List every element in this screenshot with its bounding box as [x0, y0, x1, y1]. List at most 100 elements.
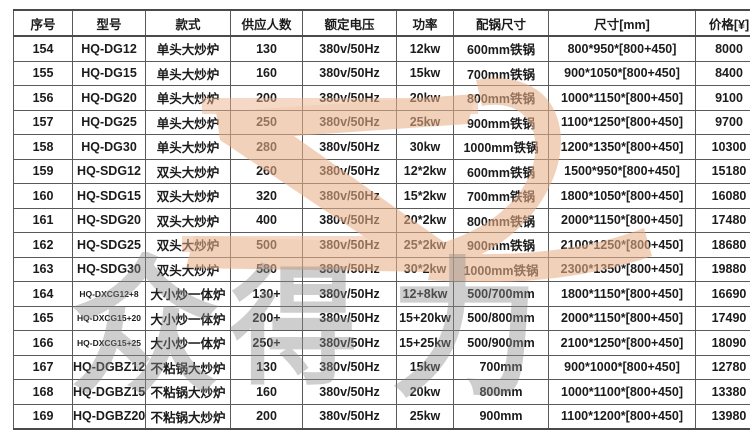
cell-price: 9100	[696, 86, 750, 111]
cell-power: 25*2kw	[397, 233, 454, 258]
cell-power: 15*2kw	[397, 184, 454, 209]
cell-index: 166	[14, 331, 73, 356]
cell-model: HQ-DXCG12+8	[73, 282, 146, 307]
cell-dimensions: 1000*1150*[800+450]	[549, 86, 696, 111]
cell-index: 160	[14, 184, 73, 209]
cell-voltage: 380v/50Hz	[303, 36, 397, 61]
cell-pot-size: 600mm铁锅	[454, 159, 549, 184]
cell-people: 200	[231, 404, 303, 429]
cell-model: HQ-SDG20	[73, 208, 146, 233]
cell-voltage: 380v/50Hz	[303, 331, 397, 356]
cell-people: 200+	[231, 306, 303, 331]
column-header-price: 价格[¥]	[696, 10, 750, 36]
cell-price: 19880	[696, 257, 750, 282]
cell-people: 580	[231, 257, 303, 282]
cell-model: HQ-DXCG15+20	[73, 306, 146, 331]
cell-style: 双头大炒炉	[146, 208, 231, 233]
cell-style: 双头大炒炉	[146, 184, 231, 209]
cell-dimensions: 2100*1250*[800+450]	[549, 331, 696, 356]
cell-pot-size: 600mm铁锅	[454, 36, 549, 61]
cell-dimensions: 2300*1350*[800+450]	[549, 257, 696, 282]
cell-style: 不粘锅大炒炉	[146, 404, 231, 429]
cell-pot-size: 800mm铁锅	[454, 208, 549, 233]
cell-style: 单头大炒炉	[146, 135, 231, 160]
cell-power: 30kw	[397, 135, 454, 160]
cell-people: 260	[231, 159, 303, 184]
cell-people: 280	[231, 135, 303, 160]
cell-dimensions: 900*1000*[800+450]	[549, 355, 696, 380]
cell-power: 30*2kw	[397, 257, 454, 282]
cell-index: 156	[14, 86, 73, 111]
cell-style: 不粘锅大炒炉	[146, 355, 231, 380]
cell-voltage: 380v/50Hz	[303, 86, 397, 111]
cell-price: 12780	[696, 355, 750, 380]
cell-model: HQ-DG12	[73, 36, 146, 61]
cell-model: HQ-DG20	[73, 86, 146, 111]
cell-people: 400	[231, 208, 303, 233]
cell-pot-size: 500/900mm	[454, 331, 549, 356]
cell-style: 单头大炒炉	[146, 110, 231, 135]
header-row: 序号 型号 款式 供应人数 额定电压 功率 配锅尺寸 尺寸[mm] 价格[¥]	[14, 10, 750, 36]
column-header-people: 供应人数	[231, 10, 303, 36]
cell-dimensions: 2000*1150*[800+450]	[549, 208, 696, 233]
cell-index: 163	[14, 257, 73, 282]
cell-style: 单头大炒炉	[146, 86, 231, 111]
cell-price: 18090	[696, 331, 750, 356]
cell-people: 500	[231, 233, 303, 258]
cell-power: 15kw	[397, 61, 454, 86]
cell-voltage: 380v/50Hz	[303, 282, 397, 307]
cell-people: 320	[231, 184, 303, 209]
cell-model: HQ-SDG15	[73, 184, 146, 209]
cell-voltage: 380v/50Hz	[303, 135, 397, 160]
cell-people: 130+	[231, 282, 303, 307]
cell-model: HQ-SDG12	[73, 159, 146, 184]
cell-index: 164	[14, 282, 73, 307]
cell-index: 168	[14, 380, 73, 405]
cell-model: HQ-DGBZ12	[73, 355, 146, 380]
cell-pot-size: 700mm铁锅	[454, 61, 549, 86]
column-header-model: 型号	[73, 10, 146, 36]
cell-voltage: 380v/50Hz	[303, 61, 397, 86]
cell-model: HQ-DG25	[73, 110, 146, 135]
cell-price: 16080	[696, 184, 750, 209]
cell-people: 130	[231, 355, 303, 380]
cell-style: 大小炒一体炉	[146, 331, 231, 356]
cell-index: 169	[14, 404, 73, 429]
cell-power: 20*2kw	[397, 208, 454, 233]
cell-index: 161	[14, 208, 73, 233]
product-price-table: 序号 型号 款式 供应人数 额定电压 功率 配锅尺寸 尺寸[mm] 价格[¥] …	[13, 9, 750, 430]
cell-style: 单头大炒炉	[146, 61, 231, 86]
cell-dimensions: 1800*1150*[800+450]	[549, 282, 696, 307]
cell-index: 162	[14, 233, 73, 258]
cell-power: 12kw	[397, 36, 454, 61]
cell-dimensions: 1100*1200*[800+450]	[549, 404, 696, 429]
cell-style: 不粘锅大炒炉	[146, 380, 231, 405]
cell-power: 20kw	[397, 86, 454, 111]
cell-voltage: 380v/50Hz	[303, 110, 397, 135]
cell-style: 双头大炒炉	[146, 257, 231, 282]
cell-index: 155	[14, 61, 73, 86]
cell-people: 160	[231, 61, 303, 86]
cell-pot-size: 800mm	[454, 380, 549, 405]
cell-power: 25kw	[397, 110, 454, 135]
column-header-dimensions: 尺寸[mm]	[549, 10, 696, 36]
cell-power: 15+20kw	[397, 306, 454, 331]
cell-style: 单头大炒炉	[146, 36, 231, 61]
cell-voltage: 380v/50Hz	[303, 159, 397, 184]
cell-pot-size: 1000mm铁锅	[454, 135, 549, 160]
cell-pot-size: 800mm铁锅	[454, 86, 549, 111]
cell-price: 18680	[696, 233, 750, 258]
cell-power: 15+25kw	[397, 331, 454, 356]
cell-pot-size: 900mm	[454, 404, 549, 429]
cell-index: 159	[14, 159, 73, 184]
cell-dimensions: 2100*1250*[800+450]	[549, 233, 696, 258]
column-header-pot-size: 配锅尺寸	[454, 10, 549, 36]
cell-price: 8400	[696, 61, 750, 86]
